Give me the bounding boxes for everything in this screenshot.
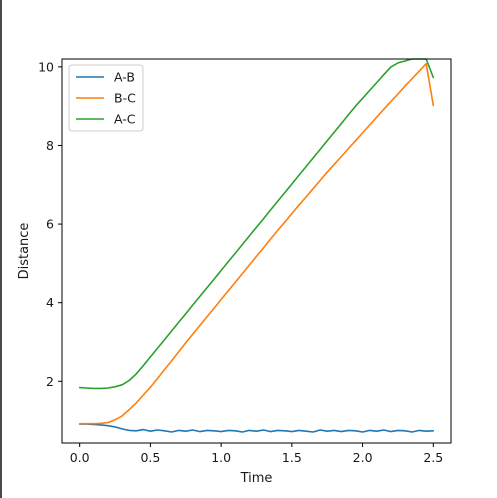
x-tick-label: 1.0 [211,450,231,465]
x-tick-label: 0.5 [140,450,160,465]
series-line-a-b [78,423,435,433]
legend-box [68,64,144,132]
series-lines [78,58,435,433]
y-tick-label: 10 [38,59,54,74]
series-line-a-c [78,58,435,390]
legend-label-b-c: B-C [114,91,136,106]
x-tick-label: 1.5 [282,450,302,465]
series-line-b-c [78,62,435,425]
legend-label-a-c: A-C [114,112,136,127]
x-tick-label: 0.0 [70,450,90,465]
window-edge [0,0,2,498]
y-tick-label: 4 [46,295,54,310]
x-tick-label: 2.5 [423,450,443,465]
x-axis-label: Time [240,471,273,486]
y-axis-label: Distance [17,223,32,280]
legend: A-B B-C A-C [68,64,144,132]
x-axis-ticks: 0.0 0.5 1.0 1.5 2.0 2.5 [70,443,443,465]
x-tick-label: 2.0 [353,450,373,465]
legend-label-a-b: A-B [114,70,135,85]
y-tick-label: 6 [46,217,54,232]
legend-items: A-B B-C A-C [76,70,136,127]
y-axis-ticks: 2 4 6 8 10 [38,59,62,389]
y-tick-label: 2 [46,374,54,389]
y-tick-label: 8 [46,138,54,153]
plot-area-frame [61,58,452,444]
